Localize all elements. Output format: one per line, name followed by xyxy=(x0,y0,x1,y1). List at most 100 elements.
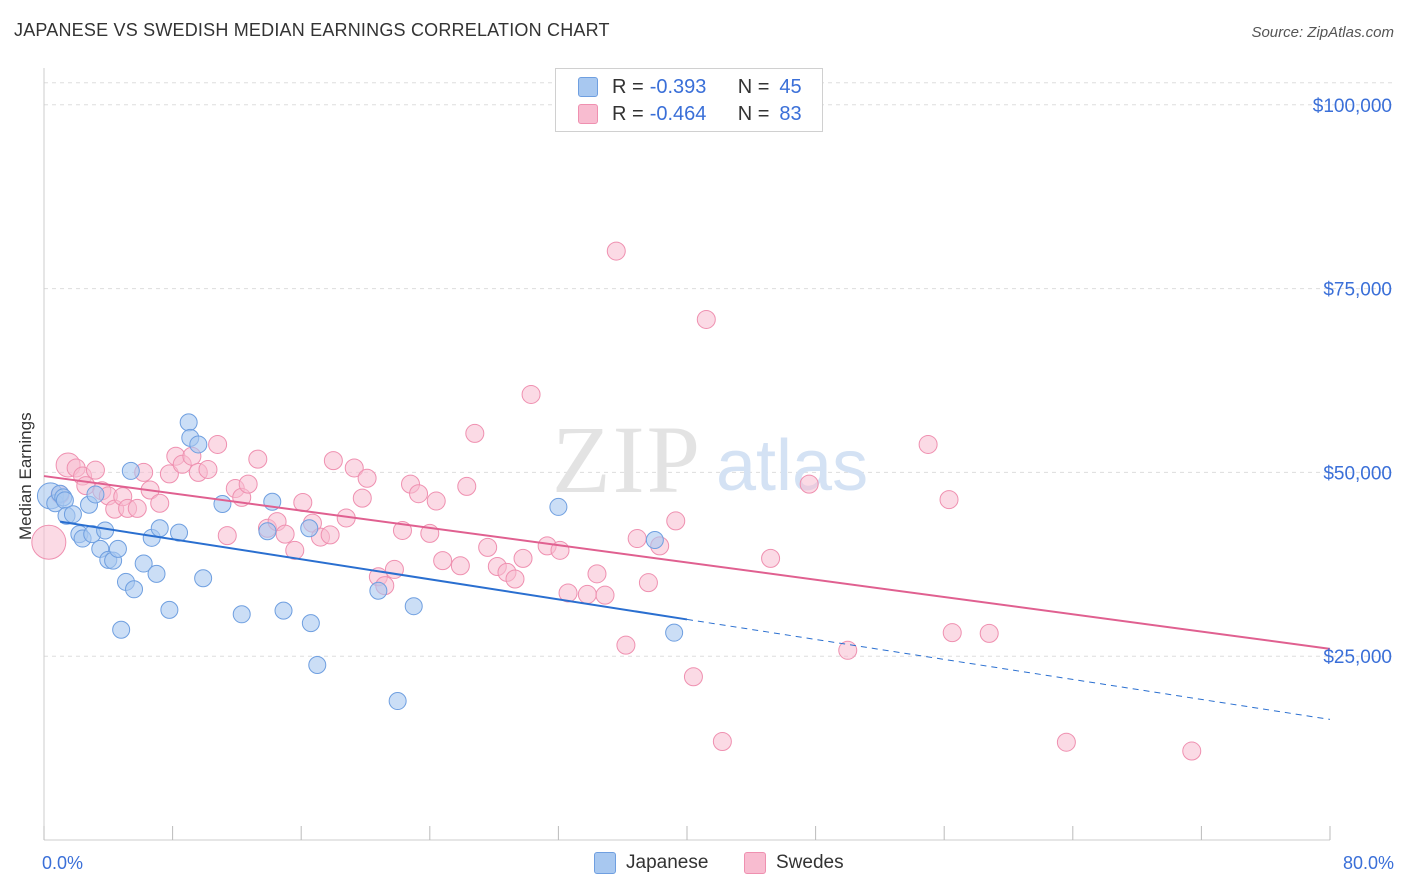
swedes-point xyxy=(217,526,237,546)
japanese-point xyxy=(194,569,213,588)
japanese-point xyxy=(121,461,140,480)
japanese-point xyxy=(388,692,407,711)
swedes-point xyxy=(344,458,364,478)
swedes-point xyxy=(127,498,147,518)
swedes-point xyxy=(409,484,429,504)
swedes-point xyxy=(638,573,658,593)
japanese-point xyxy=(258,522,277,541)
watermark-atlas: atlas xyxy=(716,426,868,506)
swedes-point xyxy=(478,537,498,557)
tick-labels: $25,000 $50,000 $75,000 $100,000 0.0% 80.0% xyxy=(42,96,1394,873)
japanese-point xyxy=(404,597,423,616)
swedes-point xyxy=(426,491,446,511)
japanese-points xyxy=(36,413,684,711)
japanese-point xyxy=(189,435,208,454)
swedes-point xyxy=(616,635,636,655)
chart-title: JAPANESE VS SWEDISH MEDIAN EARNINGS CORR… xyxy=(14,20,610,40)
swedes-point xyxy=(150,493,170,513)
bottom-legend-japanese[interactable]: Japanese xyxy=(594,852,708,874)
japanese-point xyxy=(134,554,153,573)
swedes-point xyxy=(505,569,525,589)
swedes-point xyxy=(558,583,578,603)
swedes-point xyxy=(293,493,313,513)
swedes-point xyxy=(465,423,485,443)
trend-lines xyxy=(43,475,1331,720)
y-tick-label: $75,000 xyxy=(1323,280,1392,301)
y-tick-label: $50,000 xyxy=(1323,463,1392,484)
japanese-point xyxy=(86,485,105,504)
swedes-point xyxy=(521,384,541,404)
swedes-point xyxy=(939,490,959,510)
swedes-point xyxy=(248,449,268,469)
swedes-point xyxy=(666,511,686,531)
legend-r-label: R = xyxy=(612,75,644,98)
swedes-point xyxy=(513,548,533,568)
japanese-point xyxy=(645,531,664,550)
swedes-point xyxy=(31,524,67,560)
legend-r-value: -0.464 xyxy=(649,102,707,125)
swedes-point xyxy=(208,434,228,454)
legend-row-swedes: R = -0.464 N = 83 xyxy=(556,100,802,128)
legend-row-japanese: R = -0.393 N = 45 xyxy=(556,73,802,101)
swedes-point xyxy=(587,564,607,584)
x-tick-label: 0.0% xyxy=(42,853,83,873)
swedes-point xyxy=(838,640,858,660)
japanese-swatch xyxy=(594,852,616,874)
swedes-point xyxy=(606,241,626,261)
swedes-point xyxy=(761,548,781,568)
bottom-legend: Japanese Swedes xyxy=(0,852,1406,876)
swedes-point xyxy=(450,556,470,576)
swedes-point xyxy=(357,468,377,488)
japanese-point xyxy=(147,564,166,583)
legend-n-label: N = xyxy=(737,75,770,98)
swedes-point xyxy=(198,459,218,479)
japanese-point xyxy=(274,601,293,620)
japanese-point xyxy=(232,605,251,624)
swedes-point xyxy=(979,623,999,643)
japanese-point xyxy=(63,505,82,524)
axes xyxy=(43,68,1331,841)
legend-r-label: R = xyxy=(612,102,644,125)
swedes-trend-line xyxy=(43,475,1331,650)
swedes-swatch xyxy=(744,852,766,874)
japanese-point xyxy=(301,614,320,633)
swedes-point xyxy=(712,731,732,751)
japanese-swatch xyxy=(578,77,598,97)
bottom-legend-label: Japanese xyxy=(626,852,709,873)
legend-n-value: 45 xyxy=(779,75,802,98)
swedes-point xyxy=(696,309,716,329)
swedes-point xyxy=(159,464,179,484)
japanese-point xyxy=(549,497,568,516)
swedes-point xyxy=(577,584,597,604)
japanese-point xyxy=(300,519,319,538)
swedes-point xyxy=(799,474,819,494)
swedes-point xyxy=(275,524,295,544)
japanese-point xyxy=(150,519,169,538)
legend-r-value: -0.393 xyxy=(649,75,707,98)
watermark: ZIP atlas xyxy=(552,406,868,513)
swedes-point xyxy=(392,520,412,540)
japanese-trend-line xyxy=(59,520,688,621)
swedes-point xyxy=(433,551,453,571)
swedes-point xyxy=(1056,732,1076,752)
swedes-point xyxy=(627,529,647,549)
x-tick-label: 80.0% xyxy=(1343,853,1394,873)
bottom-legend-label: Swedes xyxy=(776,852,844,873)
japanese-point xyxy=(125,580,144,599)
source-label: Source: ZipAtlas.com xyxy=(1251,24,1394,41)
japanese-point xyxy=(112,620,131,639)
japanese-point xyxy=(160,600,179,619)
swedes-point xyxy=(320,525,340,545)
swedes-point xyxy=(457,476,477,496)
japanese-point xyxy=(108,539,127,558)
japanese-point xyxy=(308,656,327,675)
swedes-swatch xyxy=(578,104,598,124)
swedes-point xyxy=(595,585,615,605)
swedes-point xyxy=(683,667,703,687)
swedes-point xyxy=(238,474,258,494)
japanese-point xyxy=(665,623,684,642)
legend-n-value: 83 xyxy=(779,102,802,125)
bottom-legend-swedes[interactable]: Swedes xyxy=(744,852,844,874)
japanese-point xyxy=(213,494,232,513)
